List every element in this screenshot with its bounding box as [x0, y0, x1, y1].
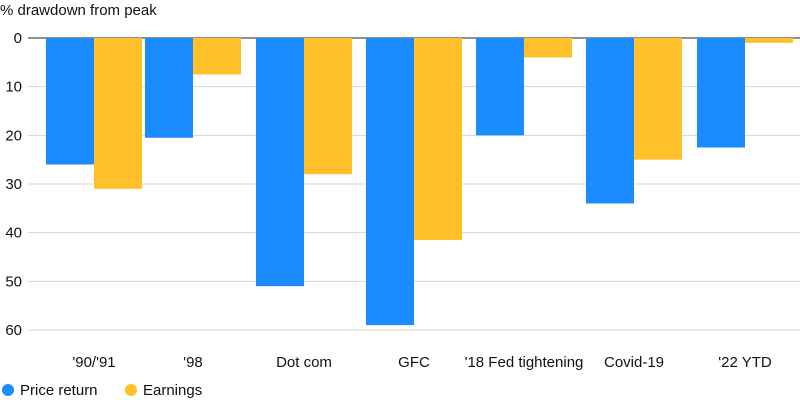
y-axis-ticks: 0 10 20 30 40 50 60 [5, 30, 22, 339]
chart-title: % drawdown from peak [0, 2, 157, 19]
x-category-label: '90/'91 [72, 354, 115, 371]
legend-swatch-price-return [2, 384, 14, 396]
x-axis-labels: '90/'91 '98 Dot com GFC '18 Fed tightening Co… [72, 354, 772, 371]
bar-earnings [414, 38, 462, 240]
bar-earnings [524, 38, 572, 58]
bar-earnings [193, 38, 241, 75]
legend: Price return Earnings [2, 382, 202, 399]
bar-price-return [366, 38, 414, 326]
legend-label-price-return: Price return [20, 382, 98, 399]
bar-price-return [586, 38, 634, 204]
x-category-label: '98 [183, 354, 203, 371]
bar-price-return [697, 38, 745, 148]
y-tick-label: 30 [5, 176, 22, 193]
x-category-label: '18 Fed tightening [465, 354, 584, 371]
legend-swatch-earnings [125, 384, 137, 396]
x-category-label: Covid-19 [604, 354, 664, 371]
bar-price-return [145, 38, 193, 138]
x-category-label: GFC [398, 354, 430, 371]
y-tick-label: 40 [5, 225, 22, 242]
x-category-label: '22 YTD [718, 354, 772, 371]
bar-earnings [94, 38, 142, 189]
bar-earnings [634, 38, 682, 160]
bar-price-return [256, 38, 304, 287]
y-tick-label: 60 [5, 322, 22, 339]
x-category-label: Dot com [276, 354, 332, 371]
y-tick-label: 10 [5, 79, 22, 96]
y-tick-label: 20 [5, 127, 22, 144]
y-tick-label: 0 [14, 30, 22, 47]
y-tick-label: 50 [5, 273, 22, 290]
bars [46, 38, 793, 326]
bar-earnings [745, 38, 793, 43]
bar-price-return [476, 38, 524, 136]
legend-label-earnings: Earnings [143, 382, 202, 399]
bar-price-return [46, 38, 94, 165]
bar-earnings [304, 38, 352, 175]
